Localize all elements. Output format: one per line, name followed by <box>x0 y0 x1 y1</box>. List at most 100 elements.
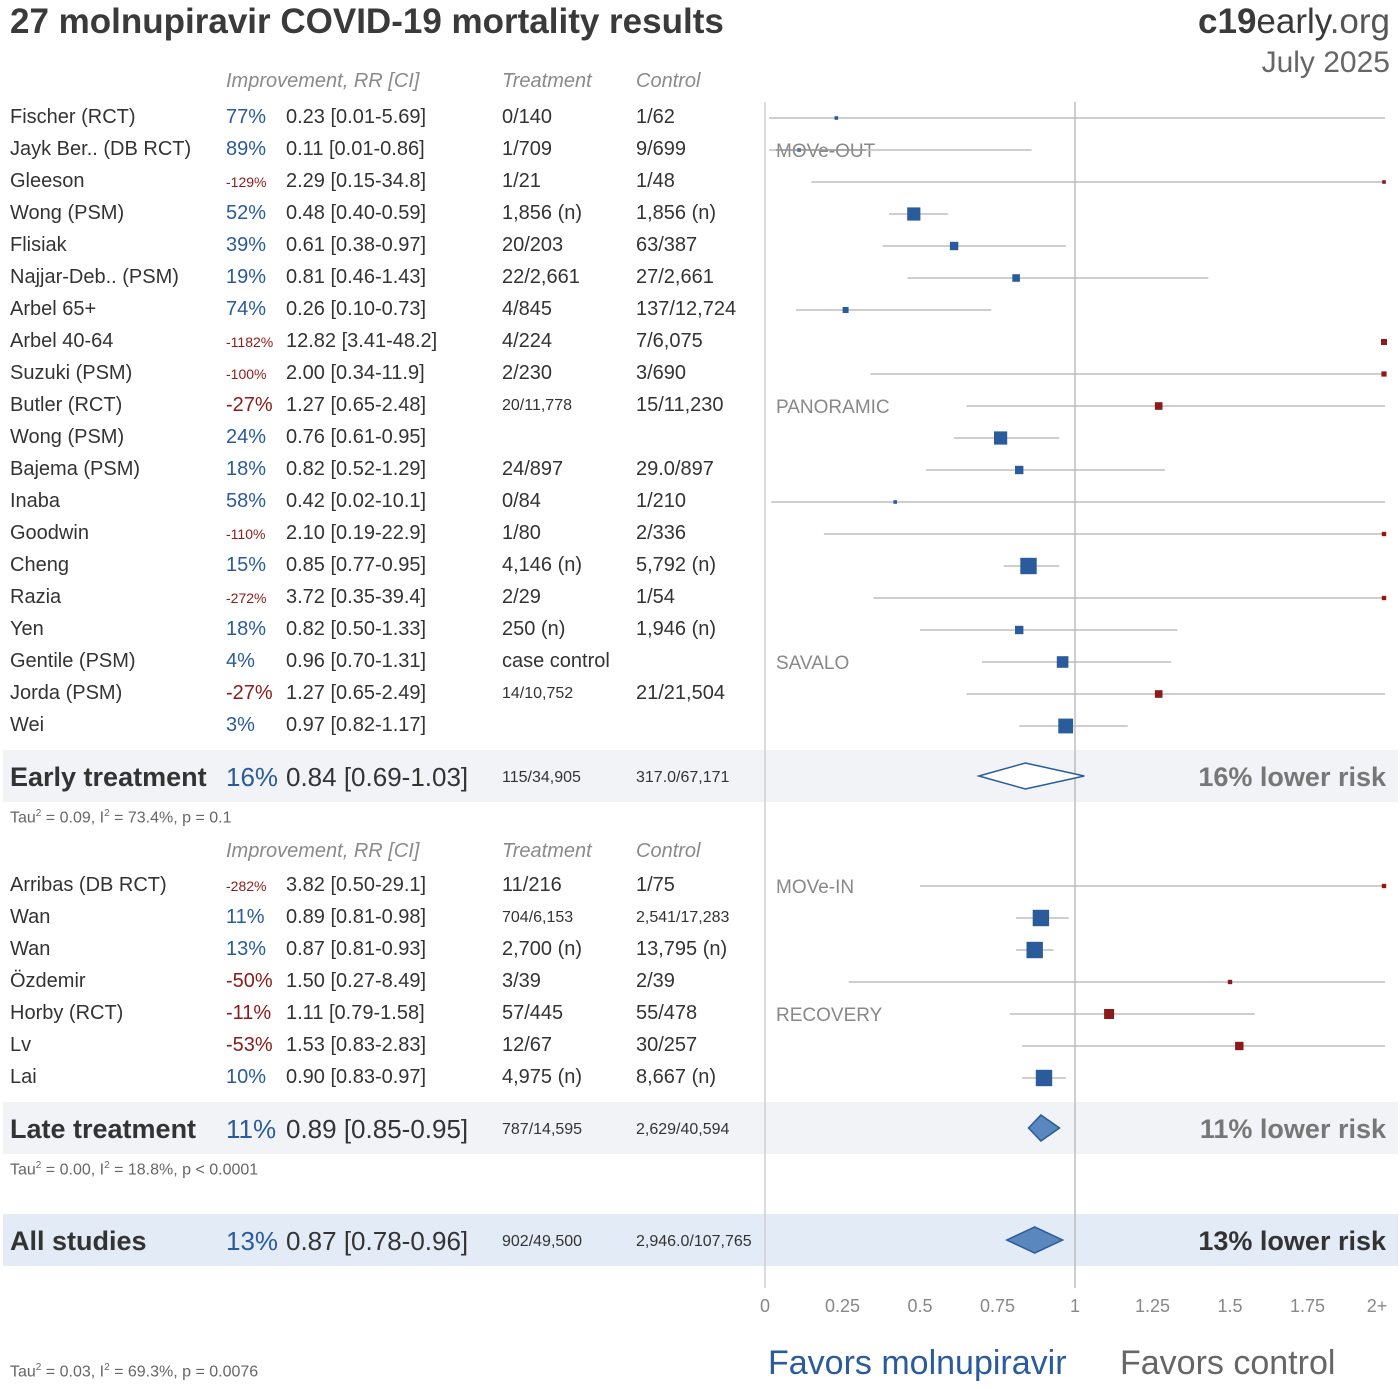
study-rr: 0.42 [0.02-10.1] <box>286 490 427 512</box>
study-improvement: 3% <box>226 714 255 736</box>
point-estimate <box>1020 557 1037 575</box>
study-treatment: 1,856 (n) <box>502 202 583 224</box>
study-treatment: 2/29 <box>502 586 541 608</box>
study-rr: 0.82 [0.52-1.29] <box>286 458 427 480</box>
study-name: Jorda (PSM) <box>10 682 123 704</box>
stat-values: = 73.4%, p = 0.1 <box>109 809 232 827</box>
overall-stats: Tau2 = 0.03, I2 = 69.3%, p = 0.0076 <box>10 1362 258 1381</box>
study-rr: 1.53 [0.83-2.83] <box>286 1034 427 1056</box>
study-treatment: case control <box>502 650 610 672</box>
overall-summary-label: All studies <box>10 1226 147 1256</box>
study-rr: 2.29 [0.15-34.8] <box>286 170 427 192</box>
late-summary-band <box>3 1102 1398 1154</box>
tau-squared: 2 <box>35 1160 42 1171</box>
col-header-treatment: Treatment <box>502 70 592 92</box>
x-tick-label: 1.75 <box>1290 1296 1325 1316</box>
study-rr: 1.50 [0.27-8.49] <box>286 970 427 992</box>
study-rr: 0.82 [0.50-1.33] <box>286 618 427 640</box>
study-name: Wan <box>10 906 51 928</box>
study-control: 21/21,504 <box>636 682 725 704</box>
study-name: Wong (PSM) <box>10 202 125 224</box>
x-tick-label: 1.5 <box>1217 1296 1242 1316</box>
study-name: Goodwin <box>10 522 89 544</box>
study-rr: 0.87 [0.81-0.93] <box>286 938 427 960</box>
study-rr: 0.61 [0.38-0.97] <box>286 234 427 256</box>
study-name: Arbel 40-64 <box>10 330 114 352</box>
brand-logo: c19early.org <box>1198 2 1390 42</box>
study-improvement: 18% <box>226 618 267 640</box>
study-rr: 0.76 [0.61-0.95] <box>286 426 427 448</box>
point-estimate <box>842 307 849 313</box>
study-name: Wan <box>10 938 51 960</box>
col-header-treatment: Treatment <box>502 840 592 862</box>
late-summary-control: 2,629/40,594 <box>636 1121 730 1138</box>
trial-name: PANORAMIC <box>776 397 890 418</box>
point-estimate <box>1381 595 1387 601</box>
study-treatment: 0/140 <box>502 106 553 128</box>
study-improvement: 52% <box>226 202 267 224</box>
study-control: 1,946 (n) <box>636 618 717 640</box>
point-estimate <box>1381 371 1387 377</box>
study-name: Flisiak <box>10 234 67 256</box>
study-control: 63/387 <box>636 234 698 256</box>
study-control: 1/62 <box>636 106 675 128</box>
x-tick-label: 2+ <box>1367 1296 1388 1316</box>
point-estimate <box>1015 465 1024 475</box>
study-rr: 0.97 [0.82-1.17] <box>286 714 427 736</box>
tau-value: = 0.03 <box>41 1363 91 1381</box>
tau-label: Tau <box>10 809 36 827</box>
early-summary-treatment: 115/34,905 <box>502 769 581 786</box>
study-rr: 3.72 [0.35-39.4] <box>286 586 427 608</box>
study-name: Wong (PSM) <box>10 426 125 448</box>
study-treatment: 250 (n) <box>502 618 566 640</box>
study-improvement: -110% <box>226 526 266 542</box>
point-estimate <box>1035 1069 1053 1087</box>
study-improvement: 4% <box>226 650 255 672</box>
study-treatment: 20/203 <box>502 234 564 256</box>
study-name: Wei <box>10 714 45 736</box>
point-estimate <box>1235 1041 1244 1051</box>
point-estimate <box>1227 979 1233 985</box>
study-control: 137/12,724 <box>636 298 737 320</box>
study-treatment: 3/39 <box>502 970 541 992</box>
study-rr: 0.90 [0.83-0.97] <box>286 1066 427 1088</box>
col-header-control: Control <box>636 840 701 862</box>
study-improvement: -1182% <box>226 334 274 350</box>
i-squared: 2 <box>104 1160 110 1171</box>
study-name: Jayk Ber.. (DB RCT) <box>10 138 192 160</box>
study-improvement: 10% <box>226 1066 267 1088</box>
overall-summary-improvement: 13% <box>226 1226 279 1256</box>
trial-name: RECOVERY <box>776 1005 883 1026</box>
point-estimate <box>994 431 1008 445</box>
early-summary-improvement: 16% <box>226 762 279 792</box>
study-control: 13,795 (n) <box>636 938 728 960</box>
i-label: , I <box>90 1363 105 1381</box>
study-name: Butler (RCT) <box>10 394 123 416</box>
stat-values: = 69.3%, p = 0.0076 <box>109 1363 259 1381</box>
study-improvement: -272% <box>226 590 267 606</box>
study-control: 7/6,075 <box>636 330 703 352</box>
study-rr: 0.81 [0.46-1.43] <box>286 266 427 288</box>
study-name: Bajema (PSM) <box>10 458 141 480</box>
study-improvement: -27% <box>226 682 273 704</box>
point-estimate <box>907 207 921 221</box>
study-improvement: 39% <box>226 234 267 256</box>
overall-summary-band <box>3 1214 1398 1266</box>
study-control: 55/478 <box>636 1002 698 1024</box>
brand-bold: c19 <box>1198 2 1257 41</box>
study-rr: 0.89 [0.81-0.98] <box>286 906 427 928</box>
x-tick-label: 1.25 <box>1135 1296 1170 1316</box>
late-summary-rr: 0.89 [0.85-0.95] <box>286 1114 469 1144</box>
study-improvement: 15% <box>226 554 267 576</box>
study-improvement: 19% <box>226 266 267 288</box>
point-estimate <box>1012 274 1020 282</box>
study-improvement: 89% <box>226 138 267 160</box>
study-control: 2,541/17,283 <box>636 909 730 926</box>
study-control: 29.0/897 <box>636 458 714 480</box>
study-treatment: 4/224 <box>502 330 553 352</box>
study-treatment: 704/6,153 <box>502 909 574 926</box>
study-treatment: 0/84 <box>502 490 541 512</box>
study-name: Gentile (PSM) <box>10 650 136 672</box>
study-treatment: 1/21 <box>502 170 541 192</box>
